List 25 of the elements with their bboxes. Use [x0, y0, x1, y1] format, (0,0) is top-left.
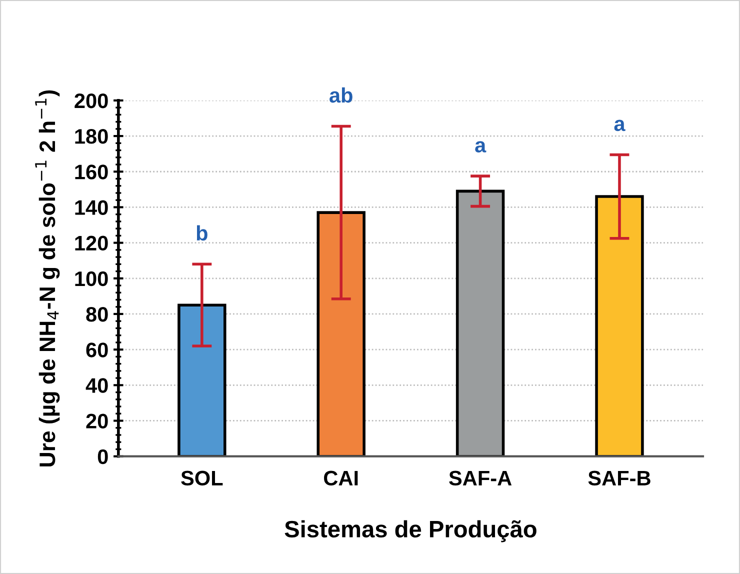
annotation: a	[614, 120, 626, 132]
annotation: a	[475, 141, 486, 153]
y-tick-label: 40	[86, 378, 108, 393]
x-tick-label: CAI	[324, 470, 358, 486]
y-tick-label: 20	[86, 414, 108, 428]
y-tick-label: 80	[86, 306, 108, 322]
y-tick-label: 120	[75, 236, 108, 251]
x-tick-label: SAF-B	[588, 470, 650, 486]
annotation: b	[196, 225, 208, 241]
bar	[595, 195, 644, 456]
y-tick-label: 180	[75, 129, 108, 144]
bar	[178, 304, 226, 456]
annotation: ab	[330, 87, 352, 103]
y-tick-label: 100	[75, 271, 108, 286]
y-axis-title: Ure (µg de NH$_{4}$-N g de solo$^{−1}$ 2 h$^{−1}$)	[35, 90, 60, 466]
bar	[456, 190, 505, 456]
y-tick-label: 60	[86, 342, 108, 358]
y-tick-label: 140	[75, 200, 108, 215]
bar	[316, 211, 366, 456]
y-tick-label: 0	[98, 449, 108, 464]
x-tick-label: SOL	[181, 470, 223, 486]
y-tick-label: 200	[74, 93, 108, 108]
y-tick-label: 160	[75, 164, 108, 180]
x-tick-label: SAF-A	[449, 470, 512, 486]
x-axis-title: Sistemas de Produção	[284, 520, 536, 542]
